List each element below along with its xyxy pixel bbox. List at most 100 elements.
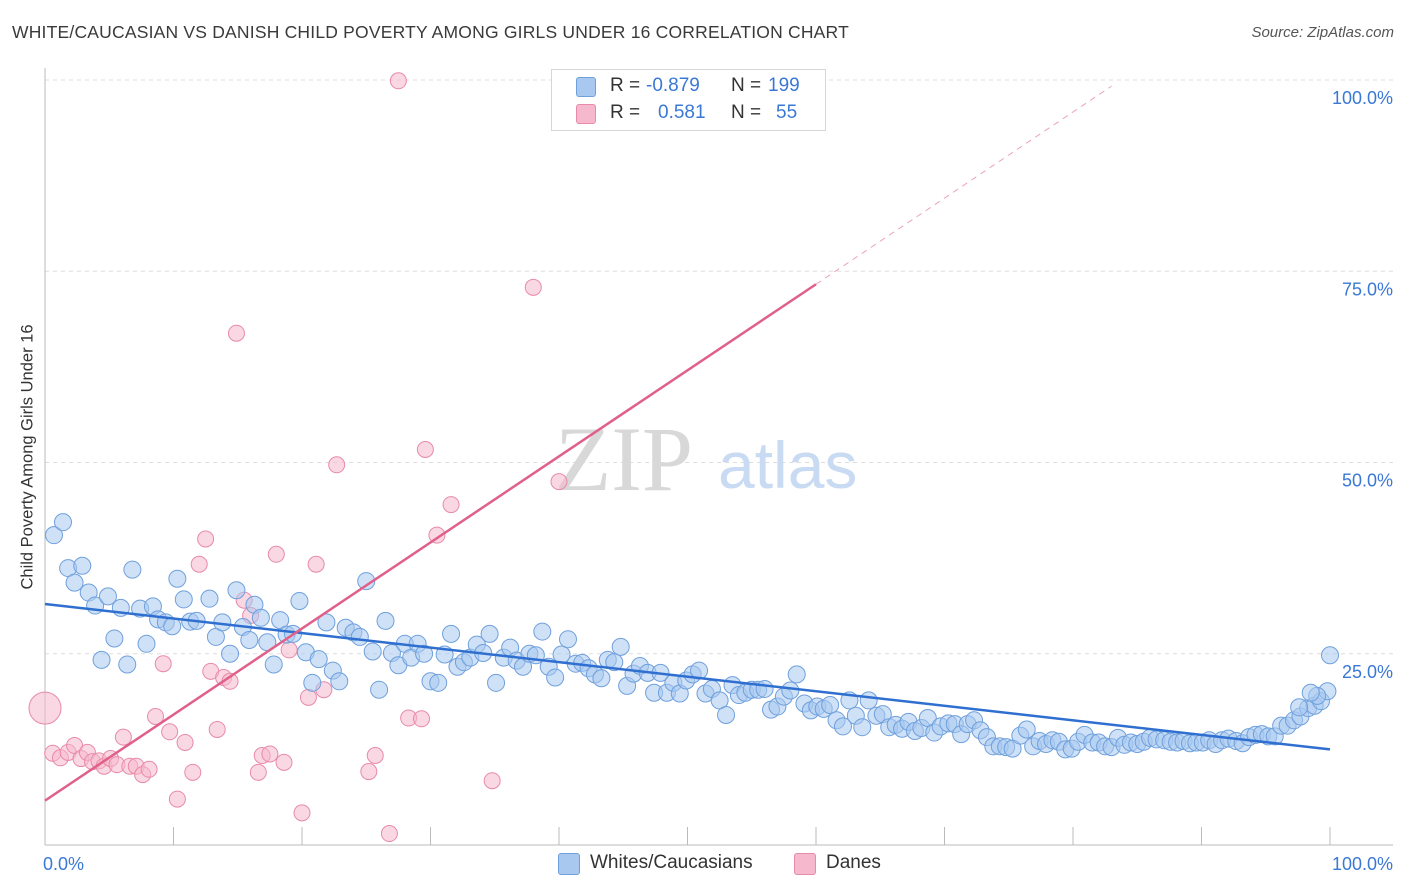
whites-point	[833, 717, 852, 736]
danes-point	[524, 278, 542, 296]
whites-point	[821, 696, 840, 715]
bottom-legend-swatch-whites	[558, 853, 580, 875]
bottom-legend-label-danes: Danes	[826, 852, 881, 873]
whites-point	[92, 650, 111, 669]
danes-points	[28, 72, 568, 843]
whites-point	[717, 705, 736, 724]
legend-r-label: R =	[610, 102, 641, 123]
danes-point	[366, 746, 384, 764]
y-tick-label: 75.0%	[1342, 279, 1393, 299]
whites-point	[546, 668, 565, 687]
danes-point	[483, 772, 501, 790]
danes-point	[413, 710, 431, 728]
whites-point	[118, 655, 137, 674]
whites-point	[781, 681, 800, 700]
whites-point	[73, 556, 92, 575]
whites-point	[605, 653, 624, 672]
whites-point	[240, 630, 259, 649]
legend-swatch-whites	[576, 77, 596, 97]
whites-point	[174, 590, 193, 609]
legend-r-value: -0.879	[646, 75, 700, 96]
whites-point	[429, 673, 448, 692]
danes-point	[208, 720, 226, 738]
whites-point	[53, 513, 72, 532]
whites-point	[853, 718, 872, 737]
whites-point	[611, 637, 630, 656]
bottom-legend-swatch-danes	[794, 853, 816, 875]
whites-point	[1017, 720, 1036, 739]
whites-point	[123, 560, 142, 579]
danes-point	[197, 530, 215, 548]
danes-point	[140, 760, 158, 778]
whites-point	[137, 634, 156, 653]
danes-point	[154, 655, 172, 673]
danes-point	[280, 641, 298, 659]
trend-lines	[44, 85, 1331, 802]
whites-points	[44, 513, 1339, 759]
whites-point	[303, 673, 322, 692]
danes-point	[275, 753, 293, 771]
watermark-atlas: atlas	[718, 428, 857, 502]
danes-point	[307, 555, 325, 573]
danes-point	[176, 733, 194, 751]
whites-point	[363, 642, 382, 661]
whites-point	[442, 624, 461, 643]
whites-point	[787, 665, 806, 684]
danes-point	[190, 555, 208, 573]
bottom-legend-label-whites: Whites/Caucasians	[590, 852, 753, 873]
whites-point	[533, 622, 552, 641]
danes-point	[360, 763, 378, 781]
watermark-zip: ZIP	[555, 408, 693, 510]
whites-point	[755, 679, 774, 698]
whites-point	[350, 627, 369, 646]
legend-r-label: R =	[610, 75, 641, 96]
danes-point	[550, 473, 568, 491]
whites-point	[487, 673, 506, 692]
x-tick-labels: 0.0% 100.0%	[43, 854, 1393, 874]
whites-point	[1301, 683, 1320, 702]
danes-point	[328, 456, 346, 474]
whites-point	[264, 655, 283, 674]
whites-point	[330, 672, 349, 691]
legend-n-label: N =	[731, 75, 762, 96]
whites-trend-line	[44, 602, 1331, 751]
whites-point	[65, 573, 84, 592]
danes-point	[293, 804, 311, 822]
whites-point	[251, 608, 270, 627]
whites-point	[376, 611, 395, 630]
danes-point	[147, 707, 165, 725]
y-axis-title: Child Poverty Among Girls Under 16	[18, 324, 37, 590]
danes-point	[168, 790, 186, 808]
chart-title: WHITE/CAUCASIAN VS DANISH CHILD POVERTY …	[12, 22, 849, 42]
danes-point	[249, 763, 267, 781]
y-tick-labels: 25.0% 50.0% 75.0% 100.0%	[1332, 88, 1393, 682]
danes-point	[428, 526, 446, 544]
whites-point	[200, 589, 219, 608]
whites-point	[290, 591, 309, 610]
legend: R = -0.879 N = 199 R = 0.581 N = 55	[551, 69, 826, 131]
danes-point	[28, 691, 62, 725]
danes-point	[416, 440, 434, 458]
legend-n-label: N =	[731, 102, 762, 123]
grid-lines	[45, 79, 1393, 655]
danes-point	[184, 763, 202, 781]
whites-point	[592, 669, 611, 688]
y-tick-label: 100.0%	[1332, 88, 1393, 108]
legend-swatch-danes	[576, 104, 596, 124]
legend-r-value: 0.581	[658, 102, 706, 123]
legend-n-value: 199	[768, 75, 800, 96]
whites-point	[98, 587, 117, 606]
whites-point	[859, 691, 878, 710]
whites-point	[480, 624, 499, 643]
danes-point	[389, 72, 407, 90]
danes-point	[380, 825, 398, 843]
whites-point	[558, 630, 577, 649]
whites-point	[317, 613, 336, 632]
y-tick-label: 50.0%	[1342, 471, 1393, 491]
whites-point	[227, 581, 246, 600]
danes-point	[299, 688, 317, 706]
whites-point	[44, 526, 63, 545]
x-tick-label: 100.0%	[1332, 854, 1393, 874]
danes-trend-extension	[815, 85, 1112, 285]
